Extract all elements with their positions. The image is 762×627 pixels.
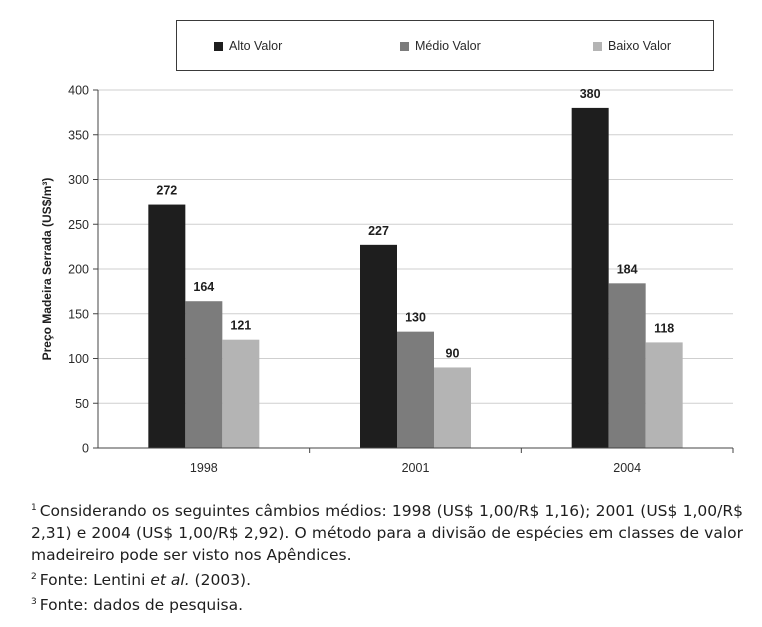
legend-label-alto: Alto Valor [229,39,283,53]
footnote-2-marker: 2 [31,572,37,582]
legend-swatch-medio [400,41,409,51]
x-tick-label: 1998 [190,461,218,475]
legend-swatch-alto [214,41,223,51]
footnote-3-marker: 3 [31,597,37,607]
bar [645,342,683,448]
data-label: 118 [654,321,674,335]
y-tick-label: 0 [82,442,89,456]
bar [148,204,186,448]
footnotes: 1 Considerando os seguintes câmbios médio… [31,497,743,616]
data-label: 90 [446,346,460,360]
bar [434,367,471,448]
bar [360,244,397,448]
y-tick-label: 100 [68,352,89,366]
y-tick-label: 250 [68,218,89,232]
y-tick-label: 150 [68,307,89,321]
bar-chart: 272 164 121 227 130 90 380 184 118 0 50 100 150 200 2… [40,84,734,475]
data-label: 227 [368,224,389,238]
footnote-1-text: Considerando os seguintes câmbios médios… [31,502,743,564]
bar [608,283,646,448]
legend-label-medio: Médio Valor [415,39,481,53]
legend-item-alto: Alto Valor [214,39,282,53]
footnote-2-prefix: Fonte: Lentini [39,571,151,589]
data-label: 164 [193,280,214,294]
x-tick-label: 2004 [613,461,641,475]
bar [397,331,434,448]
bars [148,107,683,449]
legend-label-baixo: Baixo Valor [608,39,671,53]
bar [222,339,260,448]
legend-item-medio: Médio Valor [400,39,481,53]
data-label: 184 [617,262,638,276]
bar [571,107,609,449]
legend-item-baixo: Baixo Valor [593,39,671,53]
data-labels: 272 164 121 227 130 90 380 184 118 [156,87,674,361]
footnote-3: 3 Fonte: dados de pesquisa. [31,591,743,616]
footnote-1: 1 Considerando os seguintes câmbios médio… [31,497,743,566]
y-tick-label: 300 [68,173,89,187]
legend: Alto Valor Médio Valor Baixo Valor [176,20,714,71]
data-label: 380 [580,87,601,101]
data-label: 130 [405,311,426,325]
legend-swatch-baixo [593,41,602,51]
footnote-1-marker: 1 [31,503,37,513]
axes: 0 50 100 150 200 250 300 350 400 1998 2001 2004 Preç… [40,84,734,475]
data-label: 121 [230,319,251,333]
x-tick-label: 2001 [402,461,430,475]
y-axis-title: Preço Madeira Serrada (US$/m³) [40,178,54,361]
footnote-2-suffix: (2003). [189,571,252,589]
y-tick-label: 200 [68,263,89,277]
y-tick-label: 400 [68,84,89,98]
footnote-2: 2 Fonte: Lentini et al. (2003). [31,566,743,591]
footnote-3-text: Fonte: dados de pesquisa. [39,596,244,614]
bar [185,301,223,448]
y-tick-label: 50 [75,397,89,411]
y-tick-label: 350 [68,128,89,142]
data-label: 272 [156,184,177,198]
footnote-2-emphasis: et al. [150,571,190,589]
